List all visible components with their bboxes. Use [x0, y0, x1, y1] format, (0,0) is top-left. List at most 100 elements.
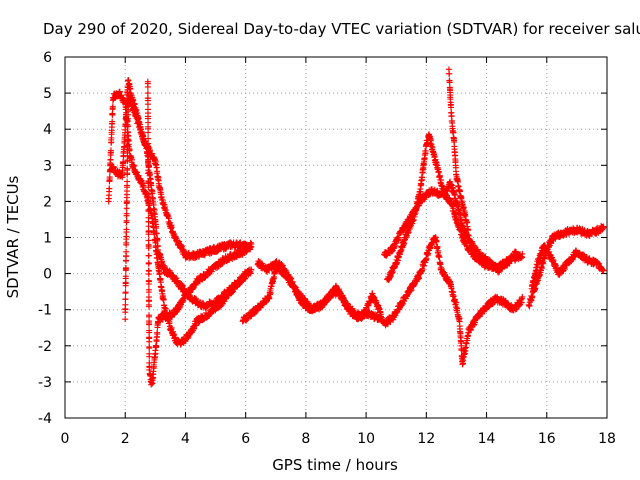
x-tick-label: 4 [181, 431, 190, 447]
data-point [154, 236, 161, 243]
y-axis-label: SDTVAR / TECUs [4, 175, 22, 298]
data-point [145, 260, 152, 267]
data-point [145, 245, 152, 252]
data-point [145, 170, 152, 177]
data-point [123, 210, 130, 217]
data-point [152, 350, 159, 357]
series-trace-f [254, 258, 384, 323]
data-point [106, 185, 113, 192]
y-tick-label: 6 [43, 50, 52, 66]
data-point [106, 174, 113, 181]
data-point [145, 145, 152, 152]
series-trace-h [384, 131, 520, 284]
data-point [145, 184, 152, 191]
data-point [146, 303, 153, 310]
data-point [124, 136, 131, 143]
y-tick-label: 2 [43, 194, 52, 210]
data-point [154, 331, 161, 338]
series-trace-c [122, 92, 255, 323]
data-point [145, 194, 152, 201]
data-point [109, 103, 116, 110]
x-tick-label: 16 [538, 431, 556, 447]
data-point [122, 273, 129, 280]
data-point [125, 92, 132, 99]
data-point [414, 200, 421, 207]
data-point [349, 305, 356, 312]
data-point [146, 163, 152, 170]
data-point [242, 275, 249, 282]
series-trace-d [144, 78, 255, 388]
data-point [146, 345, 153, 352]
y-tick-label: -2 [38, 339, 52, 355]
data-point [154, 168, 161, 175]
x-tick-label: 12 [417, 431, 435, 447]
data-point [248, 266, 255, 273]
y-tick-label: -1 [38, 303, 52, 319]
y-tick-label: -4 [38, 411, 52, 427]
data-point [124, 143, 131, 150]
data-points [105, 66, 607, 388]
data-point [123, 248, 130, 255]
data-point [122, 290, 129, 297]
y-tick-label: -3 [38, 375, 52, 391]
y-tick-label: 1 [43, 231, 52, 247]
data-point [119, 174, 126, 181]
data-point [410, 216, 417, 223]
data-point [160, 296, 167, 303]
data-point [377, 311, 384, 318]
x-tick-label: 8 [301, 431, 310, 447]
x-tick-label: 14 [478, 431, 496, 447]
data-point [267, 290, 274, 297]
data-point [153, 225, 160, 232]
data-point [107, 147, 114, 154]
data-point [266, 295, 273, 302]
data-point [248, 240, 255, 247]
data-point [124, 123, 131, 130]
data-point [122, 316, 129, 323]
x-tick-label: 6 [241, 431, 250, 447]
data-point [123, 226, 130, 233]
x-tick-label: 10 [357, 431, 375, 447]
data-point [146, 338, 153, 345]
grid-layer [65, 57, 607, 418]
data-point [122, 301, 129, 308]
data-point [124, 178, 131, 185]
data-point [122, 296, 129, 303]
x-axis-label: GPS time / hours [272, 456, 398, 474]
x-tick-label: 0 [61, 431, 70, 447]
y-tick-label: 0 [43, 267, 52, 283]
data-point [140, 182, 147, 189]
data-point [145, 252, 152, 259]
x-tick-label: 18 [598, 431, 616, 447]
chart-title: Day 290 of 2020, Sidereal Day-to-day VTE… [43, 20, 640, 38]
y-tick-label: 4 [43, 122, 52, 138]
x-tick-label: 2 [121, 431, 130, 447]
data-point [389, 269, 396, 276]
y-tick-label: 5 [43, 86, 52, 102]
data-point [124, 128, 131, 135]
data-point [417, 188, 424, 195]
data-point [144, 101, 151, 108]
data-point [145, 129, 152, 136]
data-point [146, 321, 153, 328]
data-point [109, 118, 116, 125]
data-point [153, 343, 160, 350]
data-point [120, 159, 127, 166]
data-point [149, 188, 156, 195]
data-point [446, 70, 453, 77]
data-point [144, 83, 151, 90]
data-point [144, 90, 151, 97]
data-point [123, 217, 130, 224]
data-point [146, 353, 153, 360]
data-point [145, 271, 152, 278]
data-point [145, 280, 152, 287]
data-point [145, 231, 152, 238]
data-point [145, 208, 152, 215]
data-point [123, 205, 130, 212]
data-point [392, 242, 399, 249]
data-point [519, 250, 526, 257]
data-point [145, 160, 152, 167]
data-point [166, 215, 173, 222]
